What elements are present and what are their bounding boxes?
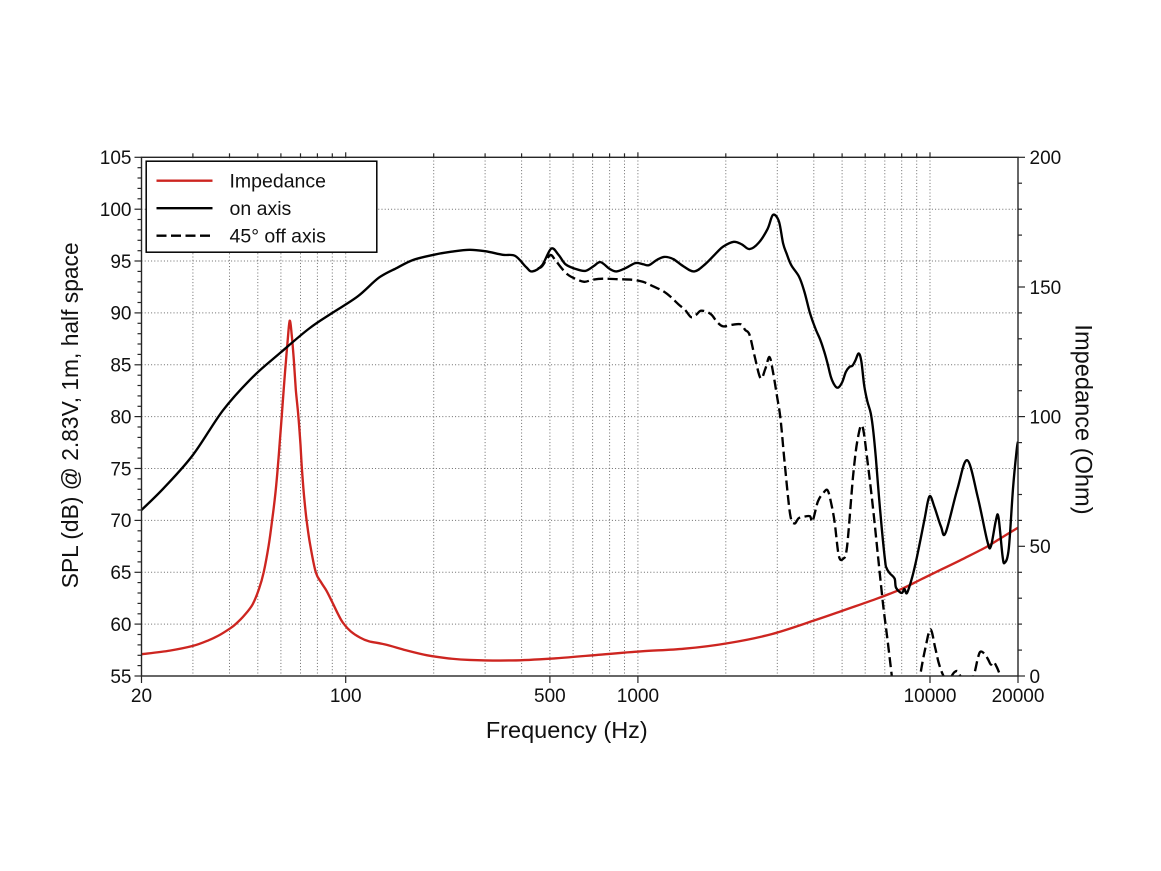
svg-text:1000: 1000 (617, 686, 659, 707)
svg-text:70: 70 (110, 511, 131, 532)
svg-text:500: 500 (534, 686, 566, 707)
svg-text:105: 105 (100, 148, 132, 169)
svg-text:100: 100 (100, 200, 132, 221)
svg-text:100: 100 (1030, 407, 1062, 428)
svg-text:20000: 20000 (992, 686, 1045, 707)
svg-text:60: 60 (110, 615, 131, 636)
svg-text:SPL (dB) @ 2.83V, 1m, half spa: SPL (dB) @ 2.83V, 1m, half space (57, 242, 83, 588)
svg-text:75: 75 (110, 459, 131, 480)
svg-text:200: 200 (1030, 148, 1062, 169)
svg-text:150: 150 (1030, 278, 1062, 299)
svg-text:45° off axis: 45° off axis (230, 225, 327, 247)
svg-text:80: 80 (110, 407, 131, 428)
svg-text:Impedance: Impedance (230, 170, 326, 192)
svg-text:Frequency (Hz): Frequency (Hz) (486, 717, 648, 743)
svg-text:Impedance (Ohm): Impedance (Ohm) (1070, 324, 1096, 514)
svg-text:50: 50 (1030, 537, 1051, 558)
svg-text:85: 85 (110, 356, 131, 377)
svg-text:100: 100 (330, 686, 362, 707)
svg-text:0: 0 (1030, 667, 1041, 688)
svg-text:20: 20 (131, 686, 152, 707)
svg-text:95: 95 (110, 252, 131, 273)
svg-text:on axis: on axis (230, 198, 292, 220)
svg-text:10000: 10000 (904, 686, 957, 707)
svg-text:55: 55 (110, 667, 131, 688)
svg-text:65: 65 (110, 563, 131, 584)
svg-text:90: 90 (110, 304, 131, 325)
